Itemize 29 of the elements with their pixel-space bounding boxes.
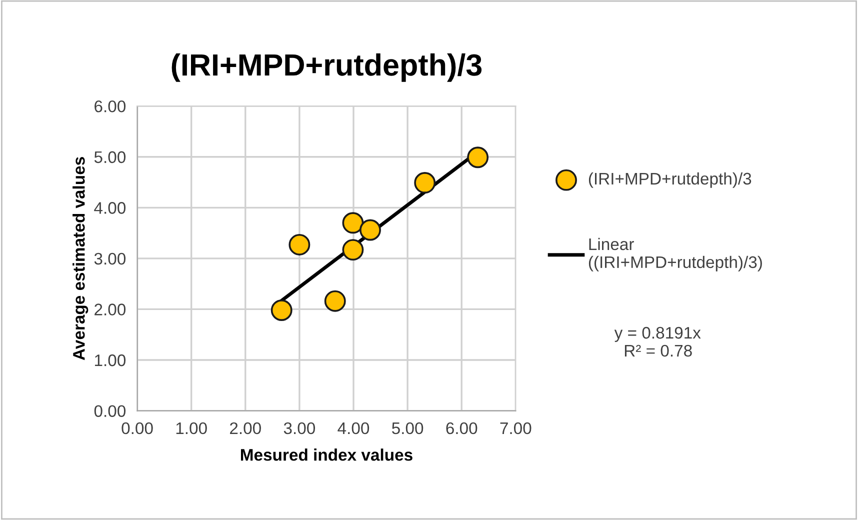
point [270,300,292,321]
y-tick-label: 0.00 [94,405,126,418]
y-axis-title: Average estimated values [72,157,88,360]
x-tick-label: 2.00 [230,422,261,434]
point [342,212,364,234]
point [467,146,489,168]
x-tick-label: 6.00 [446,422,478,434]
x-tick-label: 4.00 [338,422,370,434]
y-tick-label: 1.00 [95,354,126,366]
legend-label: (IRI+MPD+rutdepth)/3 [588,172,752,188]
x-tick-label: 1.00 [176,422,207,434]
y-tick-label: 2.00 [94,304,126,316]
x-tick-label: 7.00 [500,422,532,434]
x-tick-label: 5.00 [392,422,424,434]
point [414,172,436,194]
y-tick-label: 6.00 [94,100,126,112]
x-axis-title: Mesured index values [240,448,412,461]
y-tick-label: 3.00 [94,252,126,265]
point [324,290,346,312]
legend-label: Linear ((IRI+MPD+rutdepth)/3) [588,238,762,272]
point [360,219,381,241]
y-tick-label: 4.00 [94,202,126,214]
x-tick-label: 3.00 [284,422,316,434]
text: y = 0.8191x R² = 0.78 [614,326,701,357]
point [288,234,310,256]
chart-title: (IRI+MPD+rutdepth)/3 [172,53,482,82]
x-tick-label: 0.00 [122,422,153,434]
point [342,239,364,261]
y-tick-label: 5.00 [94,151,126,164]
